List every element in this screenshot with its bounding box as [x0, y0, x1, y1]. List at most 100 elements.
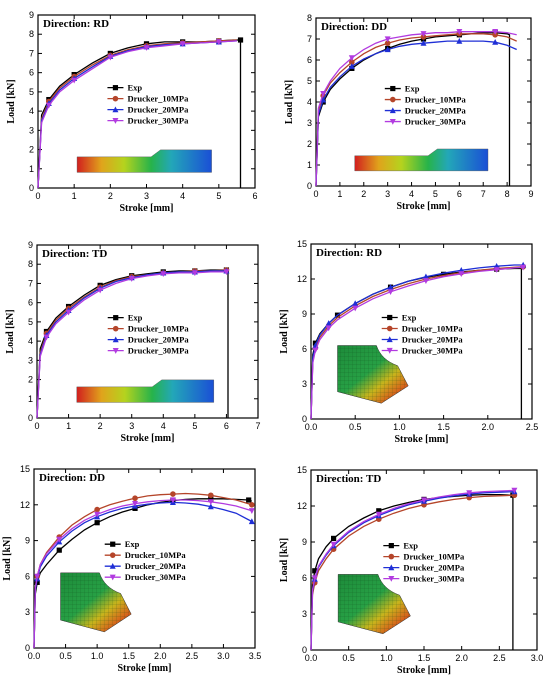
marker-triangle-up — [492, 38, 499, 45]
marker-circle — [170, 491, 176, 497]
marker-triangle-down — [520, 264, 527, 271]
marker-triangle-up — [387, 283, 394, 290]
y-tick-label: 4 — [28, 336, 33, 346]
x-tick-label: 1 — [337, 189, 342, 199]
y-tick-label: 3 — [29, 125, 34, 135]
marker-square — [113, 315, 119, 321]
y-tick-label: 7 — [29, 48, 34, 58]
y-axis-title: Load [kN] — [279, 538, 290, 582]
legend-label: Drucker_10MPa — [405, 95, 467, 105]
x-tick-label: 1.0 — [91, 651, 104, 661]
plot-frame — [310, 243, 533, 420]
fe-contour-shape — [76, 149, 212, 173]
marker-triangle-down — [511, 487, 518, 494]
x-tick-label: 0 — [35, 191, 40, 201]
series-line — [36, 271, 227, 419]
legend-label: Drucker_30MPa — [127, 116, 189, 126]
plot-frame — [36, 244, 259, 419]
legend-label: Drucker_30MPa — [403, 574, 465, 584]
fe-contour-shape — [354, 148, 489, 172]
y-tick-label: 4 — [307, 97, 312, 107]
marker-triangle-down — [65, 309, 72, 316]
x-tick-label: 4 — [161, 421, 166, 431]
marker-circle — [349, 59, 355, 65]
chart-title: Direction: TD — [316, 473, 381, 485]
series-line — [36, 269, 227, 419]
series-Drucker_30MPa — [37, 39, 237, 189]
y-tick-label: 0 — [28, 413, 33, 423]
marker-circle — [208, 492, 214, 499]
marker-triangle-down — [248, 508, 255, 514]
marker-triangle-down — [160, 271, 167, 278]
y-tick-label: 4 — [29, 106, 34, 116]
y-tick-label: 7 — [307, 34, 312, 44]
marker-triangle-down — [143, 45, 150, 51]
x-axis-title: Stroke [mm] — [397, 665, 451, 676]
marker-triangle-up — [348, 63, 355, 69]
marker-circle — [109, 552, 116, 558]
marker-triangle-up — [207, 503, 214, 510]
marker-triangle-down — [311, 575, 318, 582]
series-Drucker_30MPa — [315, 29, 517, 187]
legend-label: Drucker_10MPa — [403, 552, 465, 562]
x-tick-label: 0 — [313, 189, 318, 199]
y-tick-label: 6 — [28, 298, 33, 308]
marker-triangle-up — [325, 320, 332, 326]
x-axis-title: Stroke [mm] — [397, 201, 451, 212]
marker-triangle-down — [421, 497, 427, 504]
y-tick-label: 9 — [29, 10, 34, 20]
y-tick-label: 12 — [20, 500, 30, 510]
x-tick-label: 3 — [129, 421, 134, 431]
x-tick-label: 1.5 — [122, 651, 135, 661]
x-axis-title: Stroke [mm] — [118, 663, 172, 674]
fe-mesh-grid — [338, 574, 411, 634]
legend-label: Drucker_10MPa — [127, 94, 189, 104]
marker-triangle-down — [112, 348, 119, 354]
y-tick-label: 1 — [28, 394, 33, 404]
marker-square — [390, 85, 396, 92]
y-tick-label: 5 — [28, 317, 33, 327]
legend-label: Drucker_20MPa — [125, 561, 187, 571]
chart-panel-3: 0 1 2 3 4 5 6 7 0 1 2 3 4 5 6 7 8 9 Stroke [mm] Load [kN] Di… — [5, 240, 261, 444]
chart-panel-6: 0.0 0.5 1.0 1.5 2.0 2.5 3.0 0 3 6 9 12 15 Stroke [mm]… — [279, 465, 543, 676]
y-tick-label: 3 — [302, 609, 307, 619]
x-tick-label: 1.5 — [437, 422, 450, 432]
x-tick-label: 8 — [505, 189, 510, 199]
series-line — [33, 501, 253, 649]
marker-triangle-down — [493, 267, 500, 273]
y-tick-label: 7 — [28, 278, 33, 288]
marker-triangle-down — [71, 77, 78, 84]
fe-contour-shape — [76, 379, 214, 403]
fe-mesh-inset — [337, 345, 409, 404]
y-tick-label: 2 — [307, 139, 312, 149]
chart-title: Direction: DD — [39, 472, 105, 484]
y-tick-label: 5 — [307, 76, 312, 86]
marker-triangle-down — [348, 55, 355, 62]
x-tick-label: 0.0 — [28, 651, 41, 661]
series-line — [315, 31, 517, 187]
marker-triangle-down — [422, 278, 429, 284]
x-tick-label: 6 — [457, 189, 462, 199]
series-line — [315, 32, 511, 187]
marker-triangle-down — [97, 287, 104, 294]
marker-circle — [388, 553, 395, 560]
y-tick-label: 8 — [29, 29, 34, 39]
marker-square — [112, 85, 119, 91]
marker-circle — [390, 96, 396, 103]
legend-label: Drucker_30MPa — [405, 117, 467, 127]
legend-label: Drucker_10MPa — [125, 550, 187, 560]
series-line — [310, 489, 515, 651]
y-tick-label: 9 — [302, 537, 307, 547]
x-tick-label: 2 — [108, 191, 113, 201]
x-tick-label: 3.0 — [531, 653, 544, 663]
marker-square — [237, 37, 244, 43]
x-tick-label: 0.0 — [305, 653, 318, 663]
marker-square — [331, 535, 337, 541]
x-tick-label: 7 — [255, 421, 260, 431]
marker-triangle-down — [207, 499, 214, 506]
y-tick-label: 9 — [28, 240, 33, 250]
y-tick-label: 15 — [297, 465, 307, 475]
chart-panel-2: 0 1 2 3 4 5 6 7 8 9 0 1 2 3 4 5 6 7 8 Stroke [mm] Load [kN] D… — [284, 13, 534, 212]
y-tick-label: 1 — [307, 160, 312, 170]
chart-panel-4: 0.0 0.5 1.0 1.5 2.0 2.5 0 3 6 9 12 15 Stroke [mm] Loa… — [279, 239, 538, 445]
